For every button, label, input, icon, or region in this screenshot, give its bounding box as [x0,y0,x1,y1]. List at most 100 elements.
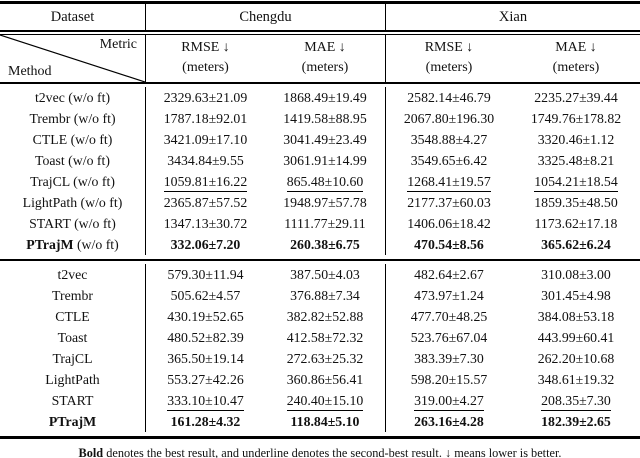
table-row: PTrajM 161.28±4.32 118.84±5.10 263.16±4.28 1… [0,411,640,432]
value-cell: 1749.76±178.82 [512,108,640,129]
table-row: Trembr 505.62±4.57 376.88±7.34 473.97±1.24 3… [0,285,640,306]
value-cell: 1948.97±57.78 [265,192,385,213]
value-text: 263.16±4.28 [414,414,484,429]
method-cell: t2vec [0,264,145,285]
value-text: 262.20±10.68 [537,351,615,366]
value-text: 365.50±19.14 [167,351,244,366]
value-text: 523.76±67.04 [410,330,488,345]
value-text: 319.00±4.27 [414,392,484,411]
value-text: 443.99±60.41 [537,330,615,345]
value-cell: 865.48±10.60 [265,171,385,192]
dataset-header-row: Dataset Chengdu Xian [0,4,640,30]
value-text: 182.39±2.65 [541,414,611,429]
value-cell: 579.30±11.94 [145,264,265,285]
dataset-group-xian: Xian [385,4,640,30]
value-cell: 387.50±4.03 [265,264,385,285]
method-name: TrajCL [30,174,70,189]
value-cell: 182.39±2.65 [512,411,640,432]
table-block: t2vec (w/o ft) 2329.63±21.09 1868.49±19.49… [0,84,640,259]
value-text: 2329.63±21.09 [163,90,248,105]
value-text: 1111.77±29.11 [284,216,366,231]
value-text: 1268.41±19.57 [407,173,491,192]
value-text: 412.58±72.32 [286,330,364,345]
double-rule [0,30,640,35]
value-text: 1419.58±88.95 [283,111,367,126]
value-cell: 1859.35±48.50 [512,192,640,213]
value-cell: 260.38±6.75 [265,234,385,255]
value-text: 1948.97±57.78 [283,195,367,210]
value-cell: 360.86±56.41 [265,369,385,390]
value-text: 382.82±52.88 [286,309,364,324]
method-name: LightPath [45,372,100,387]
value-cell: 382.82±52.88 [265,306,385,327]
table-row: LightPath 553.27±42.26 360.86±56.41 598.20±… [0,369,640,390]
method-cell: Trembr (w/o ft) [29,111,116,126]
value-cell: 1347.13±30.72 [145,213,265,234]
value-cell: 365.50±19.14 [145,348,265,369]
value-text: 310.08±3.00 [541,267,611,282]
table-row: CTLE 430.19±52.65 382.82±52.88 477.70±48.25… [0,306,640,327]
method-name: START [51,393,94,408]
value-cell: 412.58±72.32 [265,327,385,348]
value-cell: 443.99±60.41 [512,327,640,348]
value-cell: 3325.48±8.21 [512,150,640,171]
value-text: 470.54±8.56 [414,237,484,252]
value-cell: 3421.09±17.10 [145,129,265,150]
table-row: START 333.10±10.47 240.40±15.10 319.00±4.27… [0,390,640,411]
method-name: TrajCL [52,351,93,366]
value-text: 2067.80±196.30 [403,111,495,126]
value-text: 333.10±10.47 [167,392,244,411]
value-text: 3325.48±8.21 [537,153,615,168]
method-name: CTLE [55,309,90,324]
value-text: 3548.88±4.27 [410,132,488,147]
value-text: 384.08±53.18 [537,309,615,324]
method-cell: CTLE [0,306,145,327]
value-cell: 598.20±15.57 [385,369,512,390]
value-text: 383.39±7.30 [414,351,484,366]
value-text: 2177.37±60.03 [407,195,491,210]
method-cell: t2vec (w/o ft) [34,90,111,105]
method-name: Trembr [52,288,93,303]
value-cell: 473.97±1.24 [385,285,512,306]
metric-name: RMSE ↓ [424,40,474,55]
value-cell: 348.61±19.32 [512,369,640,390]
value-cell: 383.39±7.30 [385,348,512,369]
footnote-text: denotes the second-best result. ↓ means … [288,446,562,458]
value-text: 260.38±6.75 [290,237,360,252]
method-name: PTrajM [26,237,74,252]
value-text: 208.35±7.30 [541,392,611,411]
method-name: LightPath [22,195,78,210]
footnote-text: Bold [78,446,104,458]
value-text: 161.28±4.32 [170,414,241,429]
column-header-chengdu-rmse: RMSE ↓ (meters) [145,35,265,82]
value-text: 348.61±19.32 [537,372,615,387]
method-cell: Toast (w/o ft) [35,153,110,168]
value-text: 579.30±11.94 [167,267,244,282]
method-metric-diagonal-cell: Metric Method [0,35,145,82]
metric-name: MAE ↓ [304,40,346,55]
method-cell: START [0,390,145,411]
value-text: 332.06±7.20 [170,237,241,252]
metric-header-row: Metric Method RMSE ↓ (meters) MAE ↓ (met… [0,35,640,82]
method-cell: Trembr [0,285,145,306]
value-text: 118.84±5.10 [290,414,360,429]
value-cell: 2067.80±196.30 [385,108,512,129]
table-row: START (w/o ft) 1347.13±30.72 1111.77±29.11… [0,213,640,234]
value-text: 1059.81±16.22 [163,173,248,192]
table-row: TrajCL (w/o ft) 1059.81±16.22 865.48±10.60… [0,171,640,192]
value-text: 865.48±10.60 [286,173,364,192]
value-cell: 1419.58±88.95 [265,108,385,129]
value-text: 3421.09±17.10 [163,132,248,147]
method-name: PTrajM [48,414,97,429]
table-row: Toast 480.52±82.39 412.58±72.32 523.76±67.0… [0,327,640,348]
table-footnote: Bold denotes the best result, and underl… [0,439,640,458]
value-cell: 332.06±7.20 [145,234,265,255]
value-text: 387.50±4.03 [290,267,360,282]
value-cell: 523.76±67.04 [385,327,512,348]
value-cell: 1406.06±18.42 [385,213,512,234]
value-cell: 301.45±4.98 [512,285,640,306]
value-text: 598.20±15.57 [410,372,488,387]
value-cell: 333.10±10.47 [145,390,265,411]
value-text: 1868.49±19.49 [283,90,367,105]
table-row: LightPath (w/o ft) 2365.87±57.52 1948.97±5… [0,192,640,213]
